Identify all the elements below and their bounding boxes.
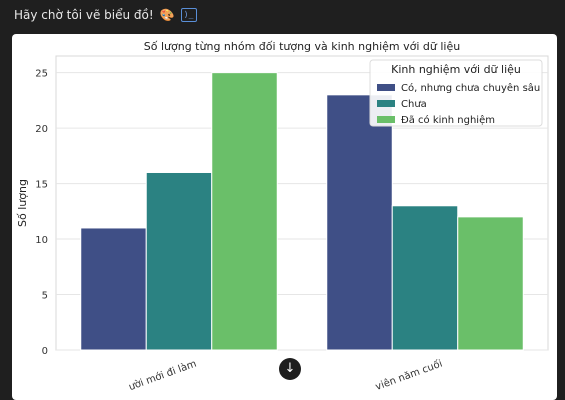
y-tick-label: 15 <box>35 180 48 191</box>
scroll-down-button[interactable]: ↓ <box>279 358 301 380</box>
y-tick-label: 0 <box>42 346 48 357</box>
bar <box>211 72 278 351</box>
x-tick-label: viên năm cuối <box>374 358 444 393</box>
y-tick-label: 10 <box>35 235 48 246</box>
y-axis-label: Số lượng <box>16 179 29 227</box>
palette-icon: 🎨 <box>159 8 175 22</box>
bar <box>457 216 524 351</box>
arrow-down-icon: ↓ <box>284 361 296 376</box>
x-tick-label: ười mới đi làm <box>127 358 198 394</box>
legend-entry: Chưa <box>401 99 427 110</box>
chart-title: Số lượng từng nhóm đối tượng và kinh ngh… <box>144 40 460 53</box>
legend-swatch <box>377 100 395 107</box>
legend-box <box>369 59 543 127</box>
y-tick-label: 20 <box>35 124 48 135</box>
bar <box>326 94 393 351</box>
legend-swatch <box>377 116 395 123</box>
y-tick-label: 25 <box>35 69 48 80</box>
bar-chart: Số lượng từng nhóm đối tượng và kinh ngh… <box>16 40 549 394</box>
assistant-message: Hãy chờ tôi vẽ biểu đồ! 🎨 ⟩_ <box>14 8 197 22</box>
legend-entry: Có, nhưng chưa chuyên sâu <box>401 82 540 94</box>
legend-title: Kinh nghiệm với dữ liệu <box>391 63 521 76</box>
bar <box>145 171 213 351</box>
bar <box>80 227 147 351</box>
chart-card: Số lượng từng nhóm đối tượng và kinh ngh… <box>12 34 557 400</box>
message-text: Hãy chờ tôi vẽ biểu đồ! <box>14 8 154 22</box>
code-toggle-icon[interactable]: ⟩_ <box>180 8 197 22</box>
y-tick-label: 5 <box>42 291 48 302</box>
legend-entry: Đã có kinh nghiệm <box>401 114 495 126</box>
bar <box>391 205 459 351</box>
legend-swatch <box>377 84 395 91</box>
